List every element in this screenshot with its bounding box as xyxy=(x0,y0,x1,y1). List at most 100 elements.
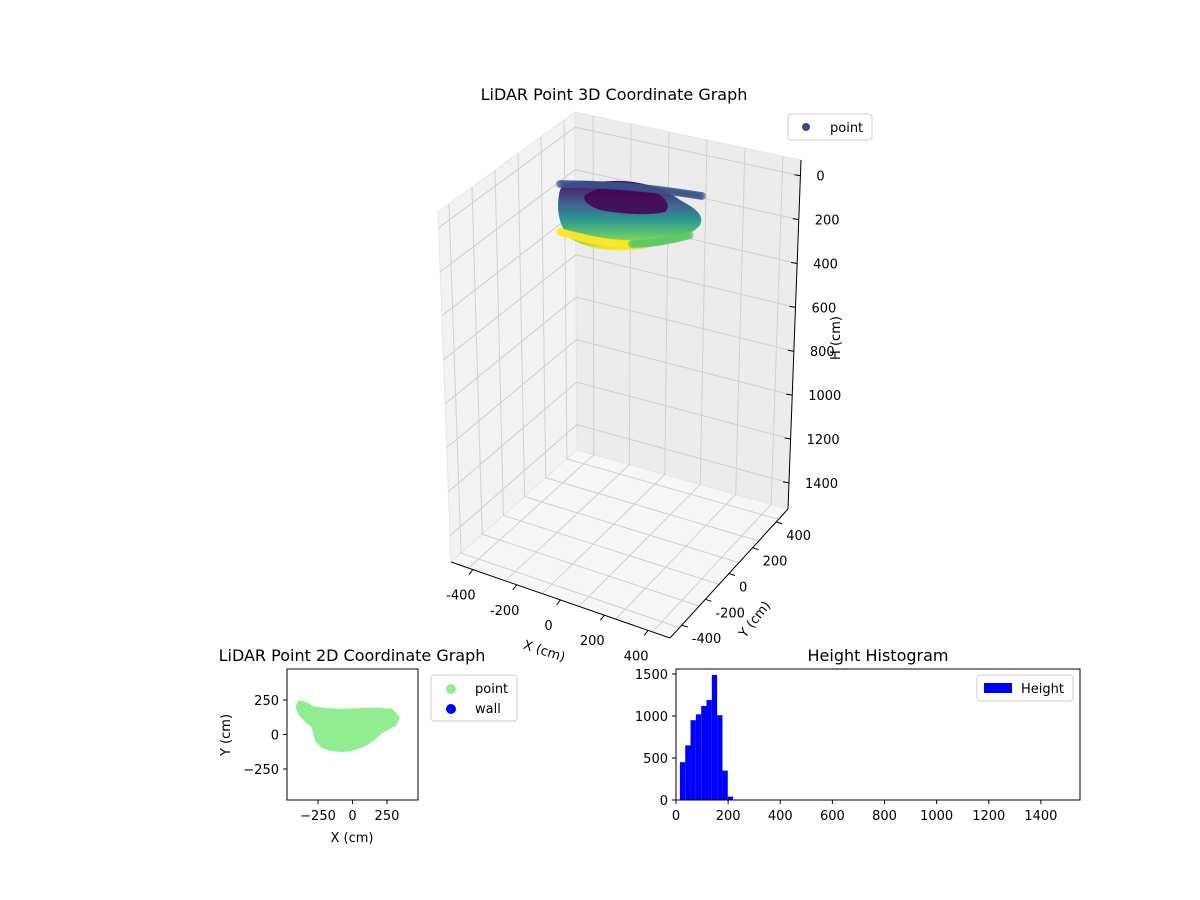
y-tick-label-histogram: 0 xyxy=(660,794,668,809)
legend-2d: point wall xyxy=(430,674,518,722)
y-tick xyxy=(776,521,783,525)
legend-3d-point-label: point xyxy=(830,121,863,136)
legend-2d-wall-marker xyxy=(446,704,456,714)
y-tick xyxy=(728,573,736,576)
x-tick xyxy=(643,630,649,636)
y-tick-label: 400 xyxy=(786,529,811,544)
histogram-bar xyxy=(690,720,696,800)
z-tick xyxy=(794,174,801,177)
x-tick-label-2d: 0 xyxy=(348,809,356,824)
histogram-bar xyxy=(701,705,707,800)
x-tick-label: -400 xyxy=(446,589,476,604)
x-tick-label-2d: −250 xyxy=(300,809,336,824)
point-cloud-3d-dots xyxy=(556,180,706,248)
histogram-bar xyxy=(727,796,734,800)
point-cloud-3d xyxy=(556,180,706,251)
grid-line-z xyxy=(449,424,790,537)
y-tick-label: 200 xyxy=(763,555,788,570)
grid-line-y xyxy=(517,153,740,564)
ticks-2d: −250 0 250 250 0 −250 xyxy=(243,694,399,824)
pane-back xyxy=(574,111,802,510)
ticks-3d: 0 200 400 600 800 1000 1200 1400 -400 -200 0 200 400… xyxy=(446,170,841,665)
y-tick-label-histogram: 1500 xyxy=(635,668,668,683)
scatter-2d-plot xyxy=(295,700,400,752)
x-tick-label-histogram: 800 xyxy=(872,809,897,824)
histogram-bar xyxy=(679,762,686,800)
z-tick-label: 1400 xyxy=(805,477,838,492)
histogram-bar xyxy=(695,714,702,800)
z-tick-label: 0 xyxy=(816,170,824,185)
legend-3d: point xyxy=(787,113,873,141)
ticks-histogram: 0 200 400 600 800 1000 1200 1400 0 500 1000 1500 xyxy=(635,668,1058,824)
point-cloud-3d-top xyxy=(584,185,668,215)
point-3d xyxy=(698,192,706,200)
x-tick-label-histogram: 1000 xyxy=(920,809,953,824)
z-tick-label: 800 xyxy=(810,345,835,360)
x-tick xyxy=(556,599,561,606)
histogram-bar xyxy=(722,770,728,800)
z-axis-label-3d: H (cm) xyxy=(829,316,844,360)
x-tick-label-histogram: 600 xyxy=(820,809,845,824)
z-tick xyxy=(787,349,794,352)
chart-3d: LiDAR Point 3D Coordinate Graph 0 200 400 6… xyxy=(437,85,873,666)
grid-line-x xyxy=(578,140,708,607)
x-tick-label-histogram: 0 xyxy=(672,809,680,824)
grid-line-z xyxy=(443,254,796,361)
grid-3d xyxy=(438,115,801,633)
y-tick xyxy=(752,547,759,551)
x-tick xyxy=(512,584,518,591)
z-tick xyxy=(792,218,799,221)
grid-line-y xyxy=(471,187,700,607)
y-tick-label-2d: 250 xyxy=(254,694,279,709)
scatter-2d-points-point xyxy=(295,700,400,752)
legend-2d-wall-label: wall xyxy=(475,702,501,717)
x-tick-label: 0 xyxy=(544,619,552,634)
x-tick-label: -200 xyxy=(490,604,520,619)
x-tick-label: 400 xyxy=(624,649,649,664)
legend-3d-point-marker xyxy=(802,123,810,131)
grid-line-y xyxy=(494,170,720,585)
grid-line-z xyxy=(439,169,799,273)
x-tick-label-histogram: 1400 xyxy=(1024,809,1057,824)
z-tick xyxy=(791,261,798,264)
z-tick-label: 400 xyxy=(813,257,838,272)
grid-line-x xyxy=(541,131,670,594)
x-tick-label-2d: 250 xyxy=(375,809,400,824)
legend-3d-frame xyxy=(787,113,873,141)
grid-line-z xyxy=(444,296,794,405)
chart-2d: LiDAR Point 2D Coordinate Graph −250 0 250… xyxy=(219,646,518,846)
y-tick-label-histogram: 1000 xyxy=(635,710,668,725)
y-axis-label-2d: Y (cm) xyxy=(219,714,234,757)
histogram-bar xyxy=(706,700,712,800)
plot-area-histogram xyxy=(675,668,1081,801)
y-tick-label-histogram: 500 xyxy=(643,752,668,767)
z-tick-label: 200 xyxy=(815,214,840,229)
histogram-title: Height Histogram xyxy=(808,646,949,665)
legend-histogram-label: Height xyxy=(1021,682,1064,697)
legend-histogram-swatch xyxy=(984,683,1012,693)
z-tick xyxy=(784,437,791,440)
y-tick-label-2d: −250 xyxy=(243,763,279,778)
x-tick xyxy=(468,569,474,575)
histogram-bar xyxy=(711,674,718,800)
grid-line-y xyxy=(448,203,680,629)
chart-histogram: Height Histogram 0 200 400 600 800 1000 1200 14… xyxy=(635,646,1081,824)
grid-line-x xyxy=(615,148,746,620)
grid-line-z xyxy=(448,381,791,493)
legend-histogram: Height xyxy=(976,674,1074,702)
z-tick-label: 1000 xyxy=(808,389,841,404)
legend-2d-point-marker xyxy=(446,684,456,694)
y-tick-label: -400 xyxy=(692,632,722,647)
grid-line-x xyxy=(652,156,784,633)
grid-line-z xyxy=(438,126,801,229)
x-axis-label-3d: X (cm) xyxy=(521,638,567,666)
chart-2d-title: LiDAR Point 2D Coordinate Graph xyxy=(219,646,486,665)
x-tick-label-histogram: 400 xyxy=(768,809,793,824)
legend-2d-point-label: point xyxy=(475,682,508,697)
y-tick xyxy=(705,598,712,602)
histogram-bar xyxy=(685,745,691,800)
y-tick-label: 0 xyxy=(739,581,747,596)
grid-line-y xyxy=(540,136,759,542)
histogram-plot xyxy=(679,674,734,800)
